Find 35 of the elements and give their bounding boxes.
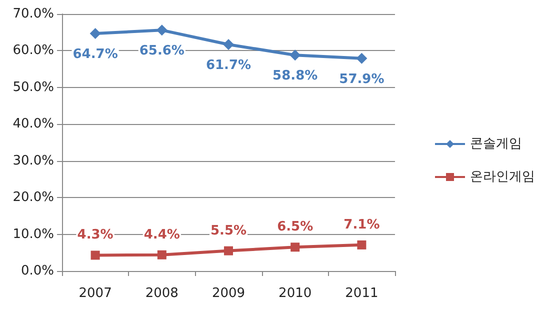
- y-tick-label: 40.0%: [12, 116, 54, 132]
- data-label: 7.1%: [344, 217, 380, 232]
- legend-label: 콘솔게임: [470, 136, 522, 152]
- point: [157, 250, 166, 260]
- data-label: 57.9%: [339, 72, 384, 87]
- y-tick-label: 70.0%: [12, 6, 54, 22]
- data-label: 5.5%: [210, 223, 247, 238]
- point: [356, 52, 368, 64]
- x-tick-label: 2011: [345, 286, 378, 301]
- point: [90, 28, 101, 39]
- y-tick-label: 0.0%: [20, 264, 54, 278]
- data-label: 58.8%: [272, 68, 318, 84]
- y-tick-label: 10.0%: [12, 226, 54, 242]
- data-label: 4.4%: [144, 227, 180, 242]
- x-tick-label: 2008: [145, 286, 178, 301]
- data-label: 61.7%: [206, 58, 252, 73]
- y-tick-label: 20.0%: [12, 190, 54, 206]
- legend-label: 온라인게임: [470, 170, 535, 184]
- point: [224, 246, 233, 256]
- point: [90, 250, 100, 260]
- y-tick-label: 30.0%: [12, 153, 54, 168]
- point: [223, 38, 234, 50]
- data-label: 64.7%: [72, 46, 118, 62]
- x-tick-label: 2009: [212, 286, 246, 301]
- y-tick-label: 50.0%: [12, 80, 54, 95]
- point: [290, 50, 301, 61]
- point: [156, 24, 168, 36]
- x-tick-label: 2007: [78, 286, 112, 301]
- data-label: 6.5%: [277, 220, 314, 235]
- y-tick-label: 60.0%: [12, 43, 54, 58]
- x-tick-label: 2010: [278, 286, 312, 301]
- data-label: 4.3%: [77, 228, 114, 243]
- point: [290, 242, 300, 252]
- data-label: 65.6%: [139, 44, 184, 59]
- point: [357, 240, 366, 250]
